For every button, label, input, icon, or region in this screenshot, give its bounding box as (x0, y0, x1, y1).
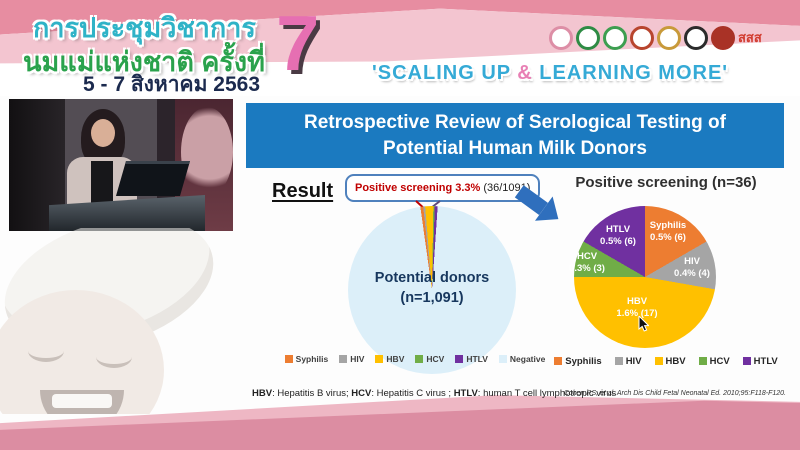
slice-value-hbv: 1.6% (17) (616, 308, 658, 319)
slice-value-htlv: 0.5% (6) (600, 236, 636, 247)
legend-swatch-hcv (415, 355, 424, 363)
conference-title-line2: นมแม่แห่งชาติ ครั้งที่ (23, 47, 265, 77)
legend-item-hbv: HBV (375, 354, 404, 364)
positive-screening-chart-title: Positive screening (n=36) (575, 174, 757, 191)
legend-swatch-hbv (654, 357, 663, 365)
royal-gold-emblem-logo (630, 26, 654, 50)
legend-label-htlv: HTLV (466, 354, 488, 364)
legend-item-hcv: HCV (415, 354, 444, 364)
legend-item-hiv: HIV (614, 356, 642, 367)
green-health-emblem-logo (603, 26, 627, 50)
conference-title-line1: การประชุมวิชาการ (33, 13, 256, 43)
legend-item-syphilis: Syphilis (554, 356, 602, 367)
slice-name-hbv: HBV (626, 296, 648, 308)
side-screen-baby-image (181, 107, 233, 197)
legend-label-hcv: HCV (709, 356, 730, 367)
legend-swatch-negative (498, 355, 507, 363)
slogan-close: LEARNING MORE' (532, 62, 729, 84)
baby-left-eye (28, 340, 64, 362)
positive-screening-callout: Positive screening 3.3% (36/1091) (345, 174, 541, 202)
reference-citation: Cohen RS, et al. Arch Dis Child Fetal Ne… (563, 390, 786, 397)
legend-item-negative: Negative (498, 354, 546, 364)
legend-swatch-hiv (614, 357, 623, 365)
abbreviation-footnote: HBV: Hepatitis B virus; HCV: Hepatitis C… (252, 388, 616, 399)
callout-highlight: Positive screening 3.3% (355, 182, 481, 194)
presentation-slide: Retrospective Review of Serological Test… (246, 100, 786, 420)
left-pie-legend: Syphilis HIV HBV HCV HTLV Negative (260, 354, 570, 364)
legend-item-hiv: HIV (339, 354, 364, 364)
conference-slogan: 'SCALING UP & LEARNING MORE' (372, 62, 728, 85)
legend-label-syphilis: Syphilis (565, 356, 602, 367)
potential-donors-pie-chart (348, 206, 516, 374)
result-heading: Result (272, 180, 334, 202)
conference-header-banner: การประชุมวิชาการ นมแม่แห่งชาติ ครั้งที่ … (0, 0, 800, 96)
legend-swatch-hiv (339, 355, 348, 363)
slice-label-htlv: HTLV 0.5% (6) (600, 224, 636, 248)
breastfeeding-emblem-logo (549, 26, 573, 50)
legend-label-hiv: HIV (350, 354, 365, 364)
footnote-def-hcv: : Hepatitis C virus ; (371, 388, 454, 399)
royal-crest-emblem-logo (657, 26, 681, 50)
legend-swatch-syphilis (554, 357, 563, 365)
legend-swatch-syphilis (284, 355, 293, 363)
legend-label-hbv: HBV (386, 354, 405, 364)
slice-name-htlv: HTLV (605, 224, 631, 236)
legend-item-hbv: HBV (654, 356, 686, 367)
legend-swatch-hcv (698, 357, 707, 365)
edition-number: 7 (276, 0, 320, 87)
presenter-video-feed (9, 99, 233, 231)
slice-label-hbv: HBV 1.6% (17) (616, 296, 657, 320)
legend-swatch-htlv (742, 357, 751, 365)
footnote-def-htlv: : human T cell lymphotropic virus (477, 388, 617, 399)
legend-swatch-hbv (375, 355, 384, 363)
slogan-open: 'SCALING UP (372, 62, 518, 84)
potential-donors-label-line2: (n=1,091) (400, 290, 464, 307)
thaihealth-logo: สสส (738, 30, 762, 45)
slice-label-hcv: HCV 0.3% (3) (569, 251, 605, 275)
presenter-shirt (91, 161, 113, 205)
legend-label-hcv: HCV (426, 354, 445, 364)
footnote-abbr-hcv: HCV (351, 388, 372, 399)
slice-name-hcv: HCV (576, 251, 598, 263)
right-pie-legend: Syphilis HIV HBV HCV HTLV (554, 356, 778, 367)
slice-name-syphilis: Syphilis (649, 220, 687, 232)
slide-title: Retrospective Review of Serological Test… (246, 103, 784, 168)
slice-label-hiv: HIV 0.4% (4) (674, 256, 710, 280)
legend-label-negative: Negative (509, 354, 546, 364)
conference-dates: 5 - 7 สิงหาคม 2563 (83, 73, 261, 96)
legend-swatch-htlv (455, 355, 464, 363)
potential-donors-label: Potential donors (n=1,091) (348, 268, 516, 309)
legend-label-htlv: HTLV (753, 356, 778, 367)
red-round-emblem-logo (711, 26, 735, 50)
organizer-logos: สสส (549, 26, 762, 50)
slogan-ampersand: & (517, 62, 533, 84)
legend-item-htlv: HTLV (742, 356, 778, 367)
slice-value-hiv: 0.4% (4) (674, 268, 710, 279)
background-baby-image (0, 228, 250, 414)
legend-label-hiv: HIV (625, 356, 642, 367)
baby-teeth (52, 394, 112, 408)
legend-item-hcv: HCV (698, 356, 730, 367)
mouse-cursor-icon (638, 316, 649, 332)
black-round-emblem-logo (684, 26, 708, 50)
podium-laptop (115, 161, 191, 196)
slice-label-syphilis: Syphilis 0.5% (6) (650, 220, 686, 244)
footnote-def-hbv: : Hepatitis B virus; (272, 388, 352, 399)
baby-right-eye (96, 346, 132, 368)
slice-name-hiv: HIV (684, 256, 700, 268)
legend-label-syphilis: Syphilis (295, 354, 329, 364)
legend-label-hbv: HBV (665, 356, 686, 367)
legend-item-syphilis: Syphilis (284, 354, 329, 364)
footnote-abbr-htlv: HTLV (453, 388, 478, 399)
presenter-face (91, 119, 115, 147)
legend-item-htlv: HTLV (455, 354, 488, 364)
footnote-abbr-hbv: HBV (252, 388, 273, 399)
bottom-pink-band (0, 394, 800, 450)
slice-value-syphilis: 0.5% (6) (650, 232, 686, 243)
potential-donors-label-line1: Potential donors (374, 270, 490, 286)
green-medical-emblem-logo (576, 26, 600, 50)
slice-value-hcv: 0.3% (3) (569, 263, 605, 274)
